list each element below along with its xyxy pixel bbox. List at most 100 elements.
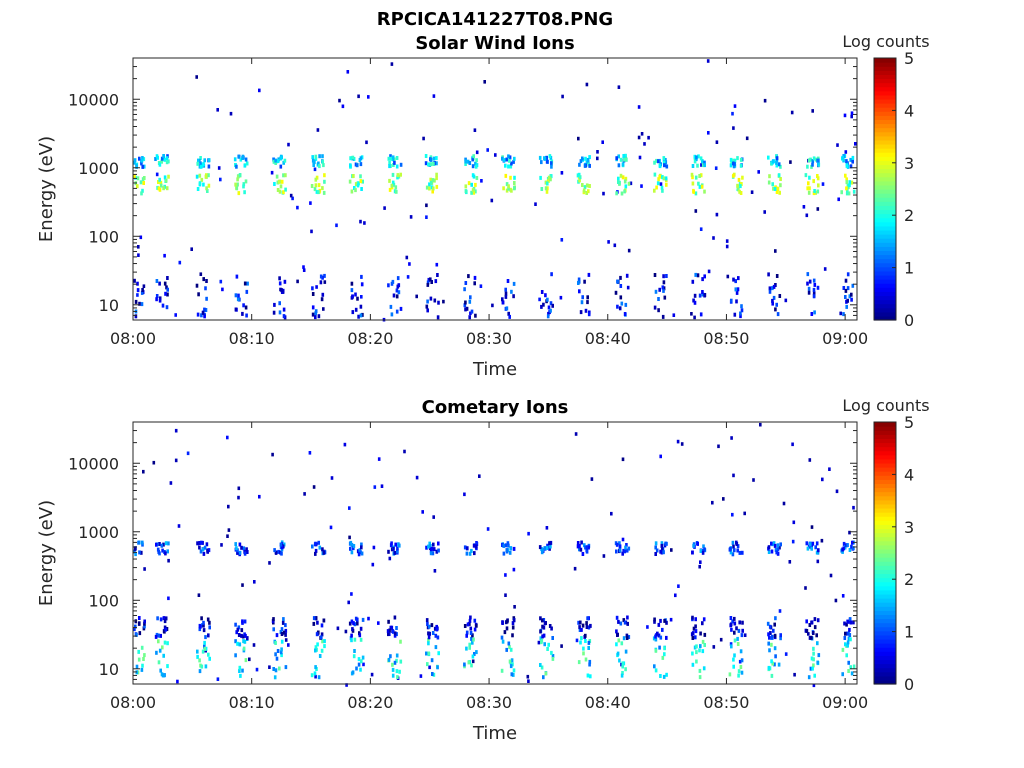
heatmap-cell xyxy=(236,627,240,632)
heatmap-cell xyxy=(640,184,643,188)
colorbar-tick-label: 2 xyxy=(904,570,914,589)
heatmap-cell xyxy=(355,666,358,671)
heatmap-cell xyxy=(814,545,817,550)
heatmap-cell xyxy=(507,543,510,548)
heatmap-cell xyxy=(475,650,478,655)
heatmap-cell xyxy=(237,495,240,500)
heatmap-cell xyxy=(546,543,549,548)
heatmap-cell xyxy=(698,564,701,569)
heatmap-cell xyxy=(541,618,544,623)
heatmap-cell xyxy=(655,548,659,553)
heatmap-cell xyxy=(619,284,623,288)
heatmap-cell xyxy=(272,617,275,622)
heatmap-cell xyxy=(506,541,510,546)
heatmap-cell xyxy=(314,309,318,314)
heatmap-cell xyxy=(427,638,430,642)
colorbar-segment xyxy=(874,82,896,88)
x-tick-label: 08:20 xyxy=(347,693,393,712)
heatmap-cell xyxy=(850,297,853,302)
heatmap-cell xyxy=(733,158,737,163)
heatmap-cell xyxy=(587,646,590,650)
heatmap-cell xyxy=(625,273,629,278)
heatmap-cell xyxy=(510,658,514,663)
heatmap-cell xyxy=(309,201,312,205)
colorbar-tick-label: 4 xyxy=(904,465,914,484)
heatmap-cell xyxy=(504,593,507,597)
heatmap-cell xyxy=(772,284,776,289)
heatmap-cell xyxy=(506,279,510,283)
colorbar-segment xyxy=(874,152,896,157)
heatmap-cell xyxy=(510,161,513,166)
heatmap-cell xyxy=(338,98,341,103)
heatmap-cell xyxy=(242,546,246,551)
heatmap-cell xyxy=(352,544,356,548)
heatmap-cell xyxy=(356,617,359,622)
heatmap-cell xyxy=(360,659,363,664)
heatmap-cell xyxy=(707,131,710,135)
heatmap-cell xyxy=(167,596,170,601)
heatmap-cell xyxy=(736,636,739,641)
heatmap-cell xyxy=(616,279,619,284)
heatmap-cell xyxy=(354,182,358,187)
heatmap-cell xyxy=(162,673,166,678)
heatmap-cell xyxy=(354,307,358,312)
heatmap-cell xyxy=(284,628,288,633)
heatmap-cell xyxy=(584,156,587,161)
heatmap-cell xyxy=(585,191,588,195)
heatmap-cell xyxy=(560,644,563,648)
heatmap-cell xyxy=(367,95,370,99)
heatmap-cell xyxy=(791,442,794,447)
heatmap-cell xyxy=(142,657,145,661)
heatmap-cell xyxy=(437,548,440,553)
heatmap-cell xyxy=(383,206,386,210)
heatmap-cell xyxy=(697,154,700,159)
heatmap-cell xyxy=(174,458,178,463)
heatmap-cell xyxy=(424,154,428,158)
colorbar-segment xyxy=(874,148,896,153)
heatmap-cell xyxy=(699,173,703,178)
heatmap-cell xyxy=(133,627,136,632)
heatmap-cell xyxy=(546,297,549,302)
colorbar-segment xyxy=(874,442,896,448)
heatmap-cell xyxy=(360,187,363,191)
heatmap-cell xyxy=(808,279,812,284)
heatmap-cell xyxy=(665,541,668,546)
heatmap-cell xyxy=(541,547,544,552)
heatmap-cell xyxy=(245,161,249,166)
heatmap-cell xyxy=(627,635,631,639)
heatmap-cell xyxy=(142,164,146,169)
heatmap-cell xyxy=(140,667,144,672)
heatmap-cell xyxy=(279,164,283,169)
heatmap-cell xyxy=(771,661,774,666)
heatmap-cell xyxy=(140,158,144,163)
heatmap-cell xyxy=(692,626,696,631)
heatmap-cell xyxy=(141,156,144,160)
heatmap-cell xyxy=(512,281,516,286)
heatmap-cell xyxy=(733,616,736,621)
heatmap-cell xyxy=(320,623,324,628)
heatmap-cell xyxy=(663,618,666,623)
heatmap-cell xyxy=(473,128,477,132)
heatmap-cell xyxy=(546,314,550,319)
heatmap-cell xyxy=(624,176,628,181)
heatmap-cell xyxy=(317,161,320,166)
heatmap-cell xyxy=(806,272,810,277)
heatmap-cell xyxy=(278,281,282,286)
heatmap-cell xyxy=(139,180,143,185)
heatmap-cell xyxy=(391,155,395,160)
heatmap-cell xyxy=(845,186,848,191)
heatmap-cell xyxy=(617,163,621,168)
heatmap-cell xyxy=(343,442,347,447)
heatmap-cell xyxy=(387,549,390,554)
heatmap-cell xyxy=(140,302,144,307)
heatmap-cell xyxy=(201,547,205,552)
colorbar-tick-label: 4 xyxy=(904,101,914,120)
heatmap-cell xyxy=(607,240,610,244)
heatmap-cell xyxy=(507,641,511,646)
heatmap-cell xyxy=(740,304,743,309)
heatmap-cell xyxy=(409,215,413,219)
heatmap-cell xyxy=(197,593,201,597)
heatmap-cell xyxy=(396,276,400,281)
heatmap-cell xyxy=(469,631,473,635)
heatmap-cell xyxy=(743,511,746,516)
